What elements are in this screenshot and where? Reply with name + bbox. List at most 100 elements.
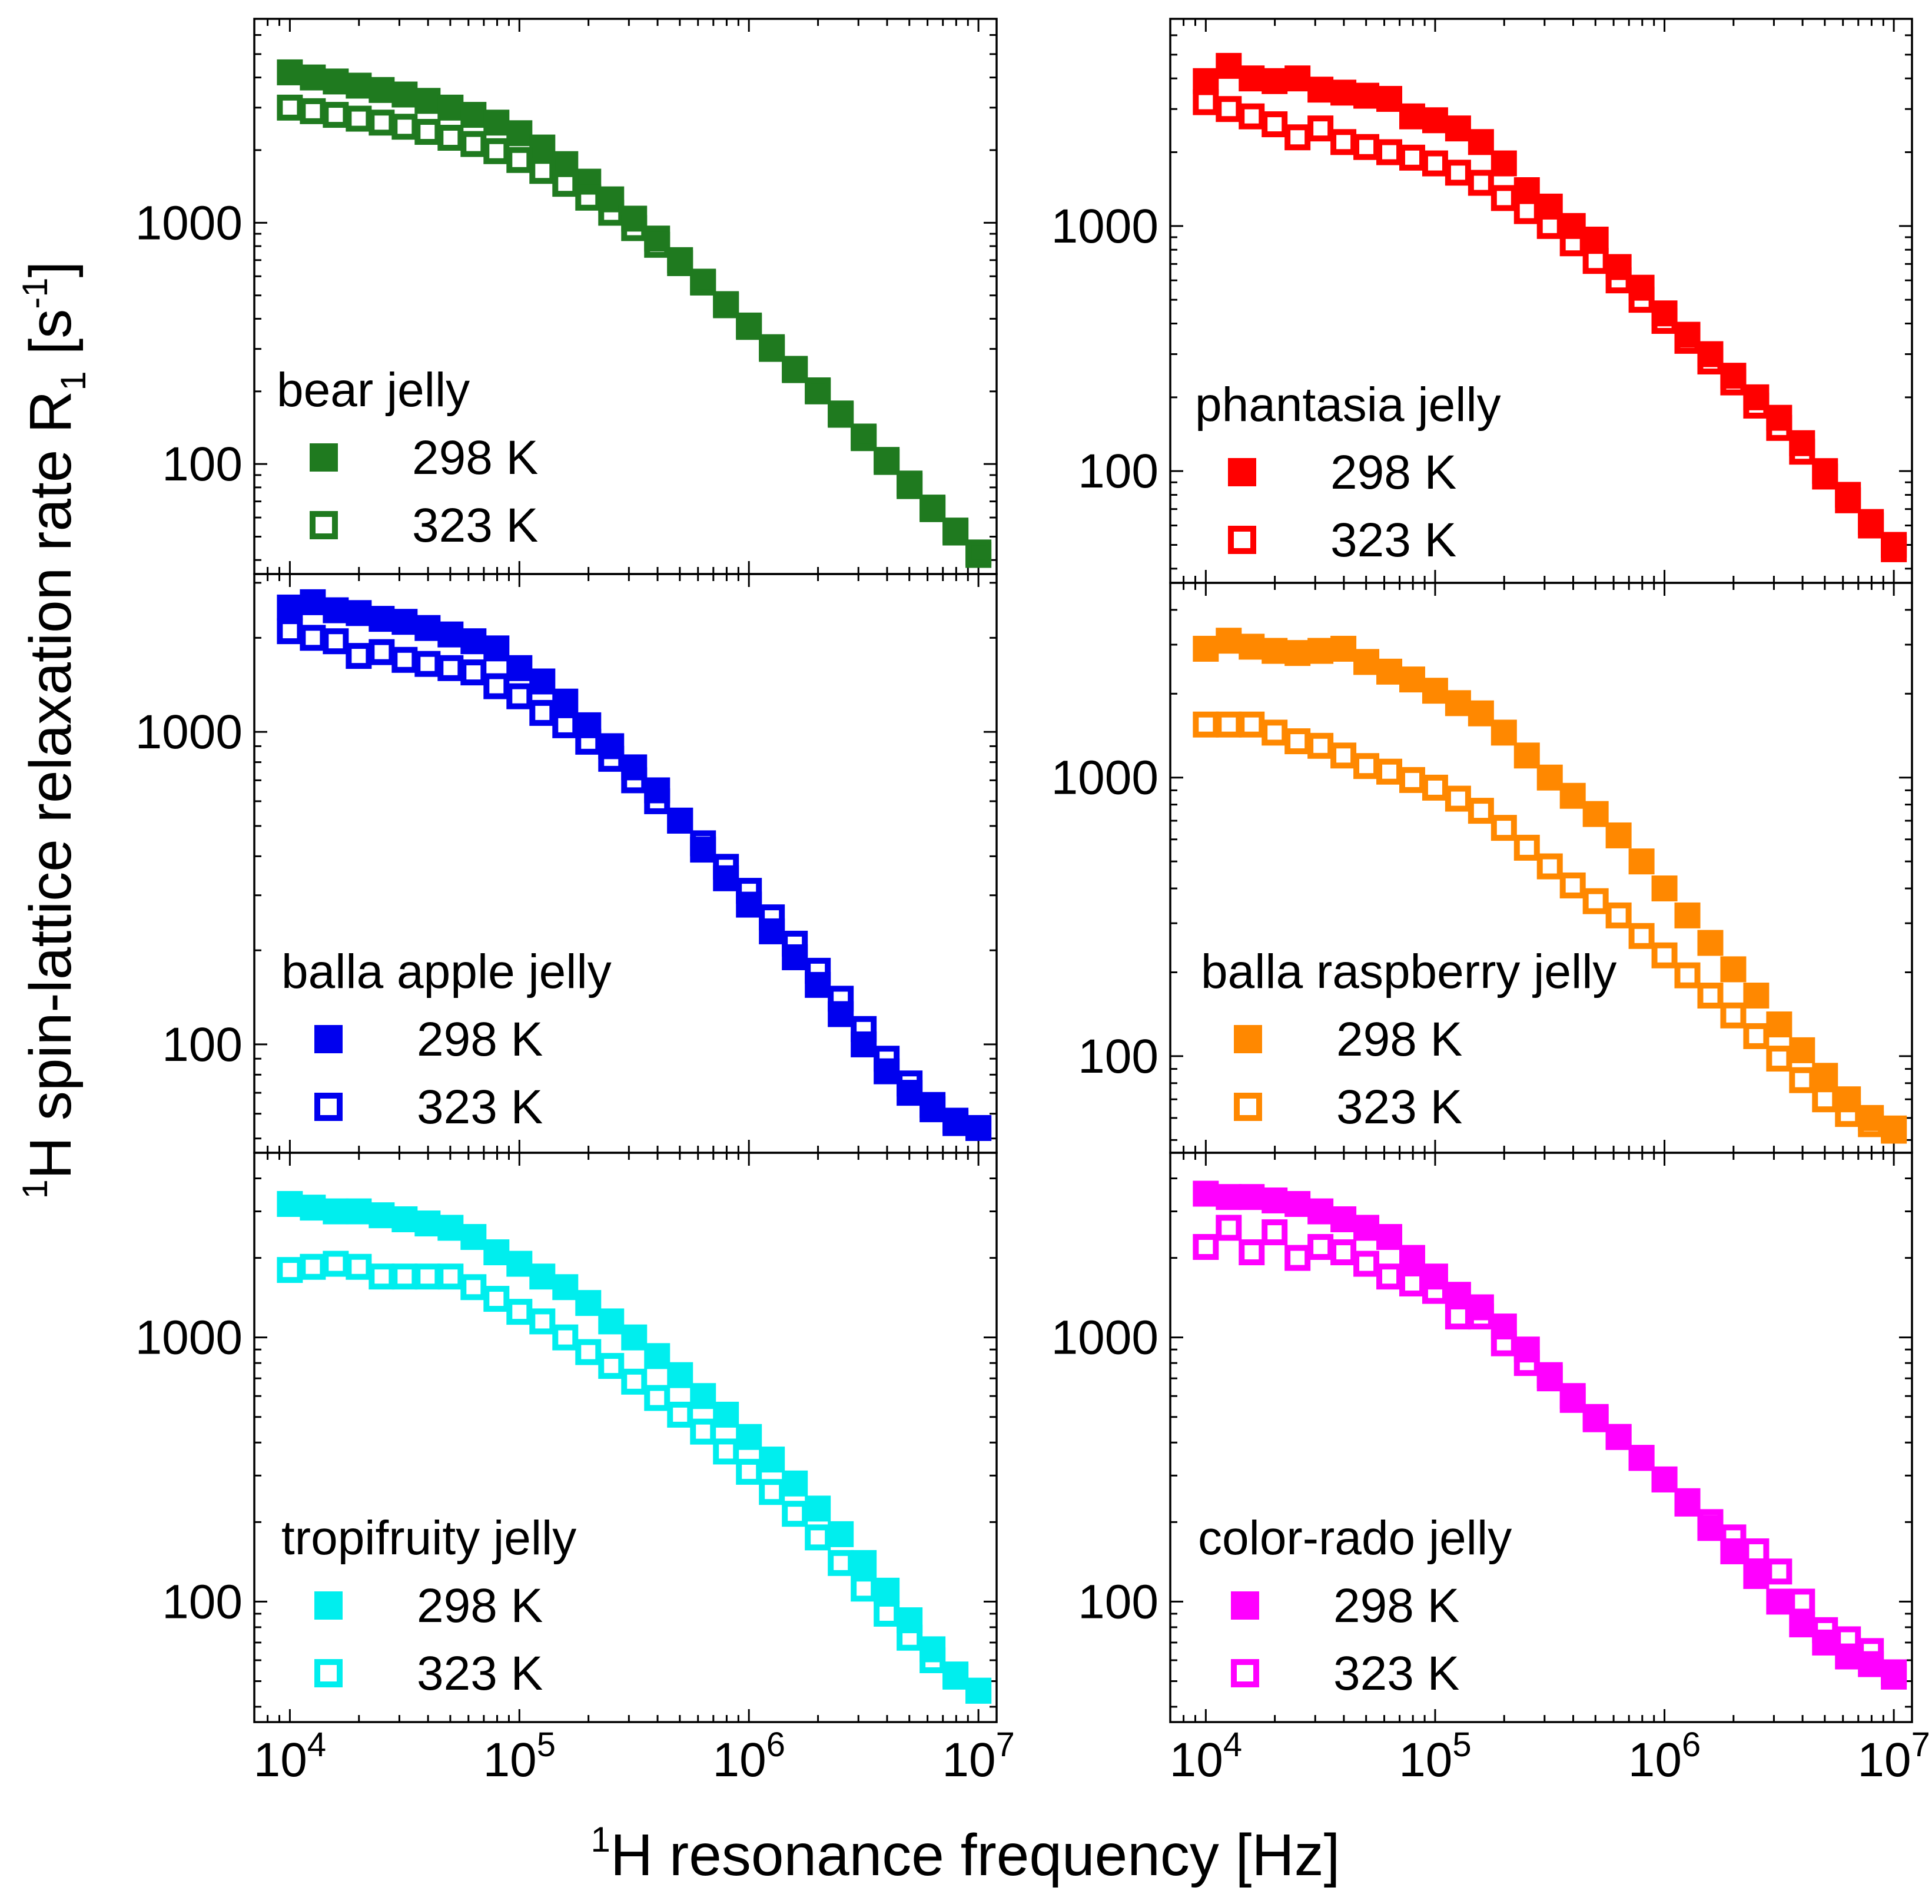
data-point [1239, 1184, 1265, 1210]
legend: color-rado jelly 298 K 323 K [1198, 1511, 1512, 1700]
legend-title: balla raspberry jelly [1201, 945, 1616, 999]
legend-entry: 298 K [412, 431, 538, 485]
data-point [1559, 782, 1586, 809]
data-point [506, 655, 533, 681]
data-point [1812, 1086, 1838, 1113]
x-tick-label: 106 [712, 1726, 785, 1787]
data-point [874, 1046, 900, 1072]
data-point [897, 1624, 923, 1651]
data-point [1330, 1239, 1357, 1266]
data-point [346, 643, 372, 669]
data-point [277, 1190, 303, 1217]
data-point [529, 158, 556, 184]
data-point [1376, 1224, 1403, 1250]
data-point [483, 673, 510, 699]
data-point [1835, 487, 1861, 513]
data-point [897, 1070, 923, 1097]
series-323-K [277, 1250, 992, 1704]
legend-marker-open [1231, 1659, 1259, 1687]
data-point [300, 1195, 326, 1221]
data-point [942, 518, 969, 544]
data-point [1720, 1524, 1747, 1551]
data-point [1399, 103, 1425, 130]
data-point [1376, 758, 1403, 785]
data-point [598, 1353, 625, 1379]
data-point [1422, 1278, 1448, 1304]
data-point [644, 1343, 670, 1369]
y-tick-label: 1000 [135, 705, 243, 759]
data-point [1262, 1187, 1288, 1213]
data-point [575, 1290, 602, 1316]
legend-entry: 323 K [1336, 1080, 1462, 1134]
data-point [1445, 115, 1471, 142]
data-point [1605, 267, 1632, 294]
data-point [1536, 853, 1563, 880]
data-point [1766, 414, 1792, 441]
data-point [414, 651, 441, 677]
data-point [1513, 834, 1540, 861]
data-point [483, 138, 510, 164]
data-point [1353, 134, 1380, 160]
data-point [1605, 822, 1632, 848]
data-point [1399, 666, 1425, 693]
data-point [552, 712, 579, 738]
data-point [323, 68, 349, 95]
data-point [437, 621, 464, 648]
data-point [1789, 1067, 1815, 1093]
data-point [323, 628, 349, 655]
data-point [1536, 213, 1563, 239]
data-point [1559, 872, 1586, 898]
data-point [437, 655, 464, 681]
data-point [1422, 678, 1448, 704]
legend-marker-open [310, 511, 338, 539]
data-point [1376, 1263, 1403, 1290]
y-tick-label: 100 [162, 437, 243, 491]
data-point [323, 102, 349, 128]
legend-entry: 323 K [412, 499, 538, 552]
data-point [460, 102, 487, 128]
data-point [1216, 96, 1242, 122]
data-point [1376, 85, 1403, 112]
data-point [1766, 1011, 1792, 1037]
panel-frame [1169, 18, 1913, 584]
data-point [1445, 785, 1471, 812]
data-point [1307, 77, 1334, 103]
data-point [391, 1263, 418, 1290]
data-point [1491, 185, 1517, 211]
data-point [1262, 719, 1288, 746]
data-point [1582, 248, 1609, 274]
data-point [1697, 930, 1724, 956]
data-point [690, 1383, 716, 1409]
y-tick-label: 1000 [1051, 1311, 1158, 1365]
data-point [851, 1575, 877, 1602]
legend-marker-open [1234, 1093, 1262, 1121]
data-point [1468, 1303, 1494, 1330]
data-point [759, 1479, 785, 1505]
data-point [1216, 1215, 1242, 1241]
data-point [1353, 649, 1380, 675]
data-point [575, 184, 602, 211]
x-tick-label: 107 [942, 1726, 1014, 1787]
series-323-K [1193, 1215, 1907, 1690]
y-tick-label: 1000 [135, 1311, 243, 1365]
data-point [391, 114, 418, 140]
data-point [1284, 1245, 1311, 1271]
data-point [874, 447, 900, 473]
data-point [644, 231, 670, 258]
data-point [1513, 742, 1540, 769]
series-298-K [277, 59, 992, 568]
data-point [323, 597, 349, 623]
data-point [713, 291, 739, 317]
legend-marker-filled [314, 1591, 343, 1620]
data-point [529, 134, 556, 161]
data-point [460, 659, 487, 686]
x-tick-label: 106 [1628, 1726, 1701, 1787]
data-point [1697, 1509, 1724, 1535]
data-point [277, 1257, 303, 1283]
data-point [690, 269, 716, 296]
data-point [552, 688, 579, 715]
data-point [460, 1224, 487, 1250]
data-point [644, 1385, 670, 1411]
data-point [1353, 1215, 1380, 1241]
data-point [782, 1501, 808, 1527]
